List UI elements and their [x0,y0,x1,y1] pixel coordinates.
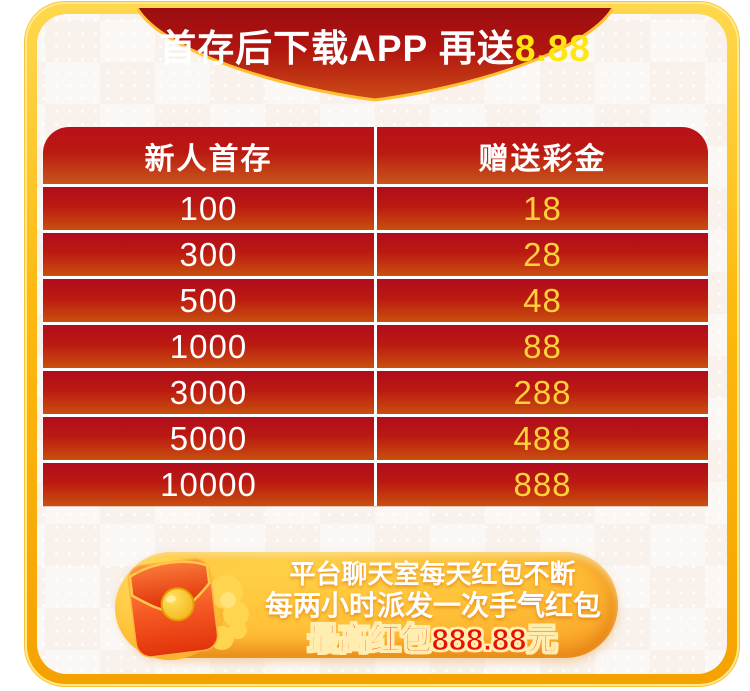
promo-text-block: 平台聊天室每天红包不断 每两小时派发一次手气红包 最高红包888.88元 [265,559,602,658]
deposit-cell: 500 [43,279,374,322]
promo-line-max-redpacket: 最高红包888.88元 [307,622,558,658]
top-ribbon-shape [137,8,613,102]
deposit-cell: 100 [43,187,374,230]
column-header-deposit: 新人首存 [43,127,374,184]
deposit-cell: 3000 [43,371,374,414]
bonus-cell: 288 [377,371,708,414]
bonus-cell: 48 [377,279,708,322]
deposit-cell: 1000 [43,325,374,368]
deposit-bonus-table: 新人首存 赠送彩金 100 18 300 28 500 48 1000 88 3… [43,127,708,506]
top-banner-highlight: 8.88 [514,28,591,69]
bonus-cell: 888 [377,463,708,506]
deposit-cell: 10000 [43,463,374,506]
column-header-bonus: 赠送彩金 [377,127,708,184]
deposit-cell: 5000 [43,417,374,460]
promo-line-2: 每两小时派发一次手气红包 [265,590,602,621]
bonus-cell: 28 [377,233,708,276]
bonus-cell: 18 [377,187,708,230]
promo-line-1: 平台聊天室每天红包不断 [289,559,576,589]
bonus-cell: 88 [377,325,708,368]
top-banner[interactable]: 首存后下载APP 再送8.88 [137,18,613,72]
top-banner-text: 首存后下载APP 再送 [159,28,515,69]
bonus-cell: 488 [377,417,708,460]
deposit-cell: 300 [43,233,374,276]
red-envelope-icon [115,556,249,660]
